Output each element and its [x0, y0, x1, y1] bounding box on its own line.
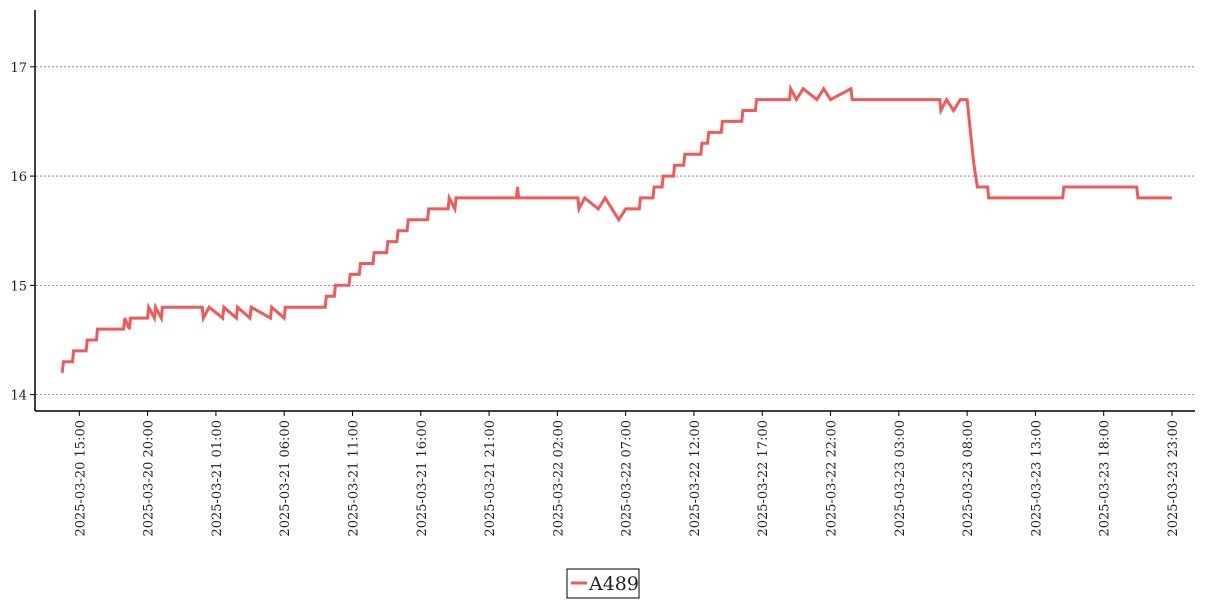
x-tick-label: 2025-03-22 07:00: [620, 420, 635, 537]
legend-label: A489: [588, 573, 639, 595]
y-tick-label: 15: [10, 279, 27, 294]
x-tick-label: 2025-03-21 01:00: [210, 420, 225, 537]
x-tick-label: 2025-03-23 23:00: [1166, 420, 1181, 537]
x-tick-label: 2025-03-21 21:00: [483, 420, 498, 537]
x-tick-label: 2025-03-22 02:00: [551, 420, 566, 537]
x-tick-label: 2025-03-23 08:00: [961, 420, 976, 537]
x-tick-label: 2025-03-21 06:00: [278, 420, 293, 537]
x-tick-label: 2025-03-20 20:00: [142, 420, 157, 537]
x-tick-label: 2025-03-22 22:00: [825, 420, 840, 537]
x-tick-label: 2025-03-23 18:00: [1098, 420, 1113, 537]
y-tick-label: 16: [10, 170, 27, 185]
y-tick-label: 17: [10, 61, 27, 76]
x-tick-label: 2025-03-23 03:00: [893, 420, 908, 537]
x-tick-label: 2025-03-22 17:00: [756, 420, 771, 537]
series-line: [60, 83, 1172, 373]
x-tick-label: 2025-03-21 11:00: [346, 420, 361, 537]
x-tick-label: 2025-03-23 13:00: [1029, 420, 1044, 537]
x-tick-label: 2025-03-21 16:00: [415, 420, 430, 537]
y-tick-label: 14: [10, 389, 27, 404]
x-tick-label: 2025-03-22 12:00: [688, 420, 703, 537]
x-tick-label: 2025-03-20 15:00: [73, 420, 88, 537]
